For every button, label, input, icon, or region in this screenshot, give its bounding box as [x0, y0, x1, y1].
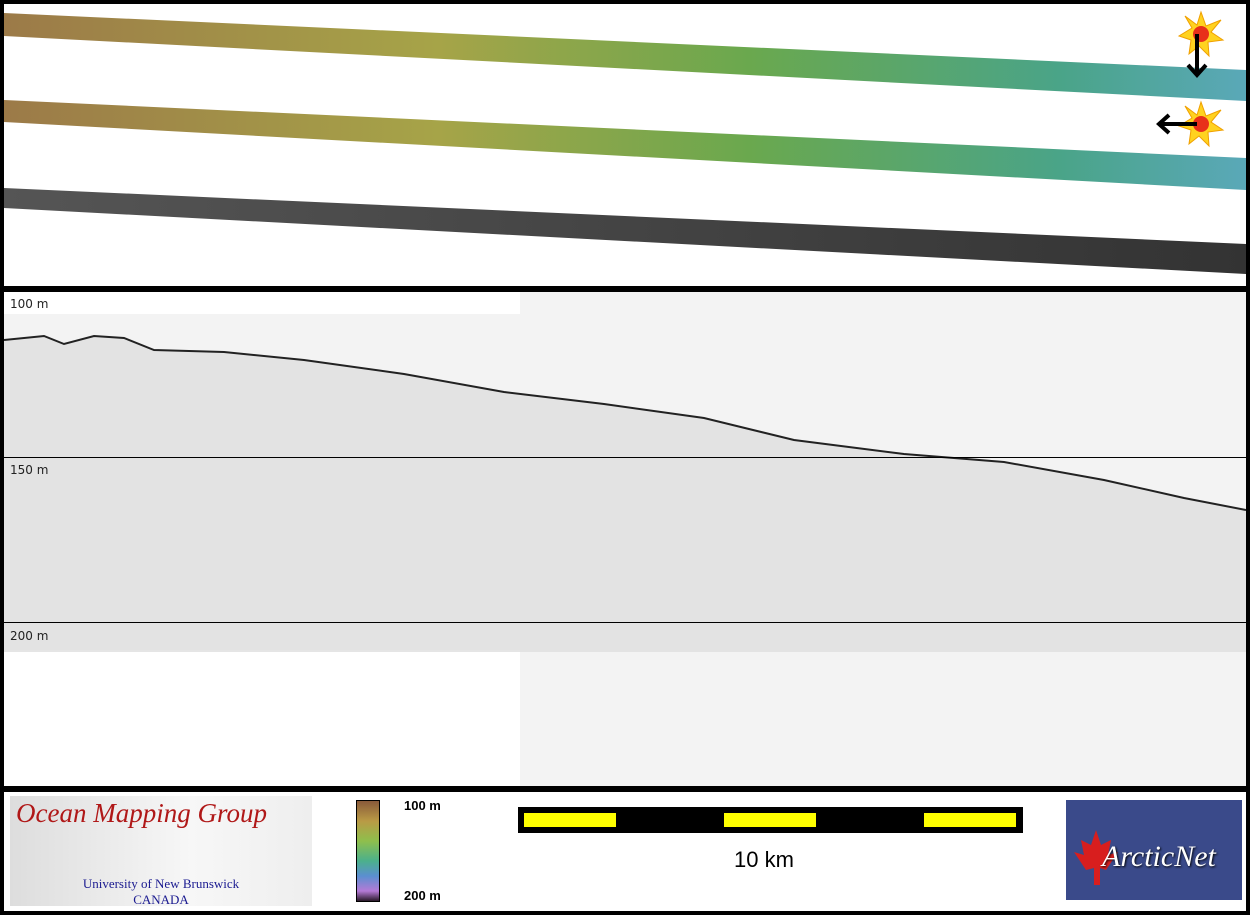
- swath-strip-1: [4, 13, 1246, 101]
- depth-label-100: 100 m: [10, 297, 49, 311]
- colorbar-bottom-label: 200 m: [404, 888, 441, 903]
- arcticnet-logo-text: ArcticNet: [1102, 840, 1216, 873]
- swath-strip-2: [4, 100, 1246, 190]
- omg-logo-country: CANADA: [133, 892, 189, 907]
- sub-bottom-profile-panel: 100 m 150 m 200 m: [4, 292, 1246, 786]
- arcticnet-logo: ArcticNet: [1066, 800, 1242, 900]
- swath-strips: [4, 10, 1246, 274]
- sun-icon: [1177, 10, 1225, 58]
- omg-logo-university: University of New Brunswick: [82, 876, 240, 891]
- arrow-down-icon: [1186, 34, 1208, 78]
- seismic-profile: [4, 292, 1246, 786]
- scale-bar: [518, 807, 1023, 833]
- arrow-left-icon: [1156, 113, 1197, 135]
- scale-segment: [724, 813, 816, 827]
- footer-panel: Ocean Mapping Group University of New Br…: [4, 792, 1246, 911]
- ocean-mapping-group-logo: Ocean Mapping Group University of New Br…: [10, 796, 312, 907]
- depth-label-150: 150 m: [10, 463, 49, 477]
- bathymetry-map-panel: [4, 4, 1246, 286]
- seafloor-reflector: [4, 334, 1246, 511]
- sun-icon: [1177, 100, 1225, 148]
- maple-leaf-icon: [1074, 830, 1118, 885]
- scale-segment: [524, 813, 616, 827]
- scale-segment: [924, 813, 1016, 827]
- backscatter-strip: [4, 188, 1246, 274]
- depth-gridline: [4, 622, 1246, 623]
- colorbar-top-label: 100 m: [404, 798, 441, 813]
- depth-colorbar: [356, 800, 380, 902]
- depth-label-200: 200 m: [10, 629, 49, 643]
- depth-gridline: [4, 457, 1246, 458]
- omg-logo-title: Ocean Mapping Group: [16, 798, 267, 828]
- scale-label: 10 km: [734, 847, 794, 872]
